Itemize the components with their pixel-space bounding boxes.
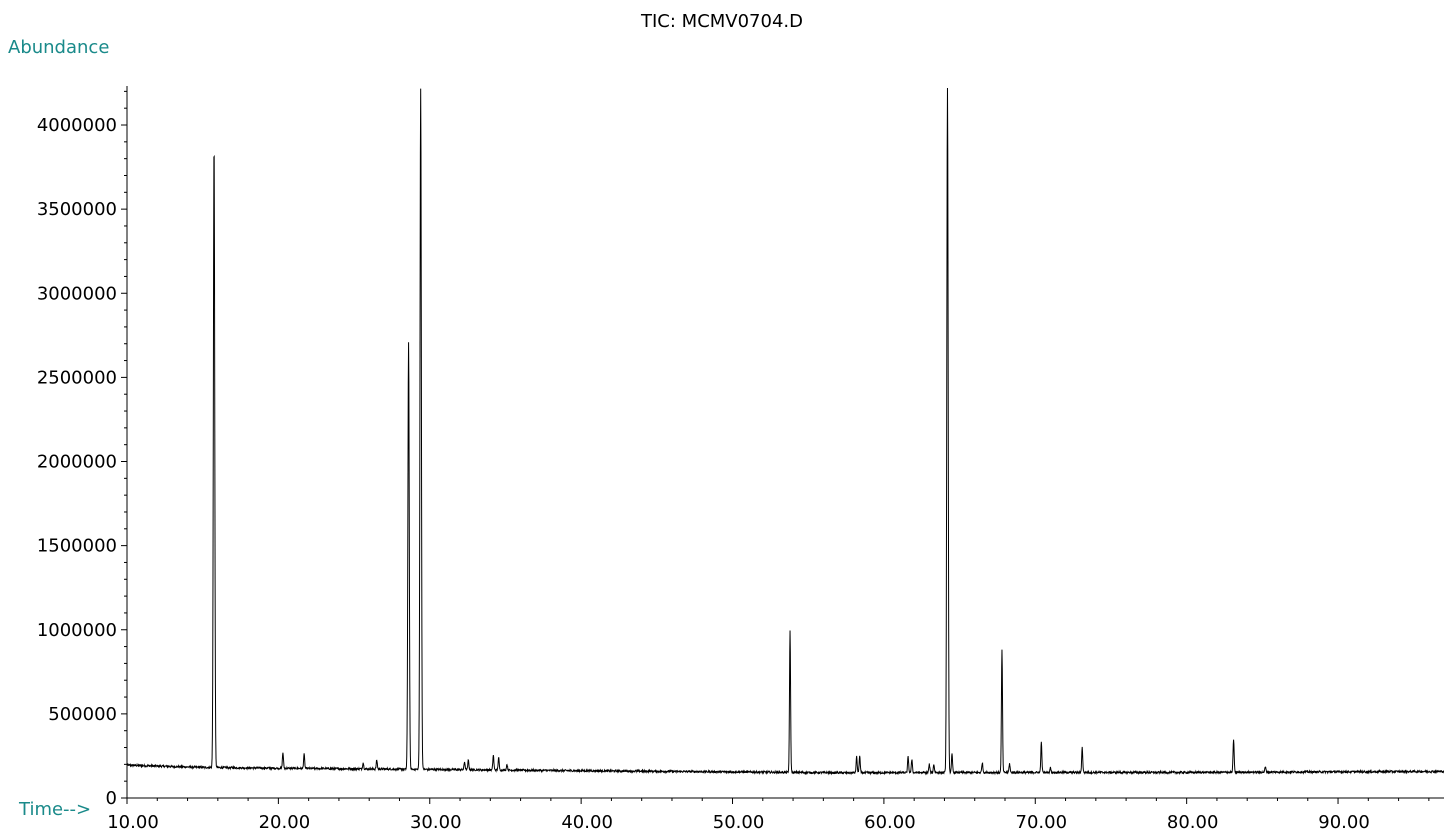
y-tick-label: 2000000 [37, 452, 117, 473]
x-tick-label: 30.00 [410, 812, 462, 833]
y-tick-label: 500000 [48, 704, 117, 725]
tic-trace-line [126, 87, 1444, 776]
x-axis-label: Time--> [19, 799, 92, 820]
y-tick-label: 1000000 [37, 620, 117, 641]
x-tick-label: 20.00 [259, 812, 311, 833]
x-tick-label: 50.00 [713, 812, 765, 833]
x-tick-label: 40.00 [561, 812, 613, 833]
trace-layer [126, 87, 1444, 776]
y-tick-label: 3500000 [37, 199, 117, 220]
x-tick-label: 90.00 [1318, 812, 1370, 833]
y-tick-label: 2500000 [37, 367, 117, 388]
y-tick-label: 4000000 [37, 115, 117, 136]
y-tick-label: 1500000 [37, 536, 117, 557]
x-tick-label: 70.00 [1016, 812, 1068, 833]
chart-title: TIC: MCMV0704.D [641, 11, 803, 32]
x-tick-label: 60.00 [864, 812, 916, 833]
x-tick-label: 80.00 [1167, 812, 1219, 833]
y-axis-label: Abundance [8, 37, 110, 58]
y-tick-label: 0 [106, 788, 117, 809]
axes: 0 500000 1000000 1500000 2000000 2500000 30000… [37, 86, 1444, 833]
x-tick-label: 10.00 [107, 812, 159, 833]
y-tick-label: 3000000 [37, 283, 117, 304]
